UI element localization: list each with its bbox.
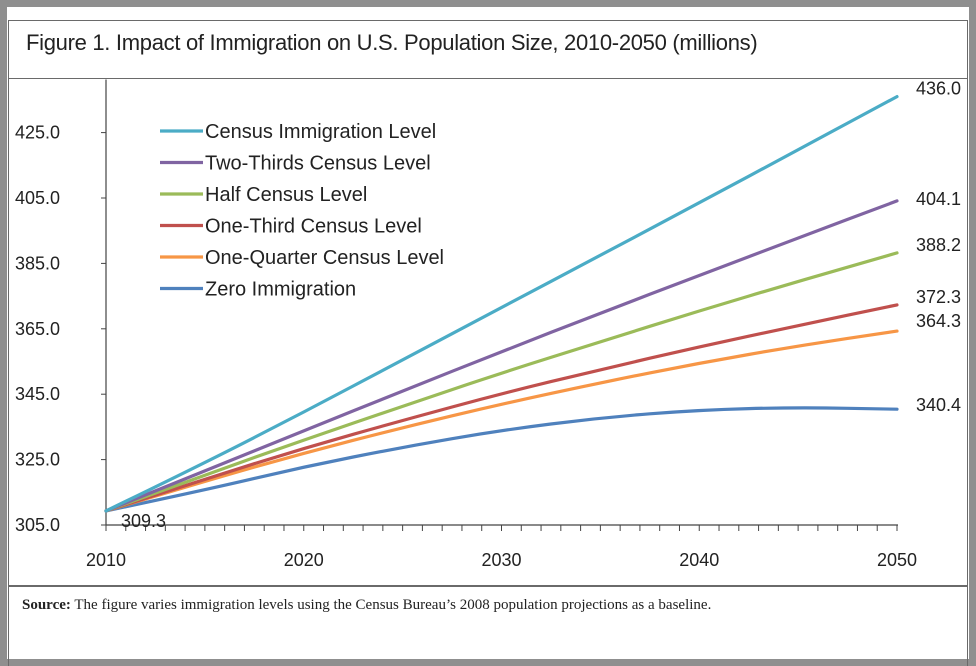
x-tick-label: 2010: [86, 550, 126, 570]
y-tick-label: 365.0: [15, 319, 60, 339]
y-tick-label: 385.0: [15, 253, 60, 273]
end-value-label: 340.4: [916, 395, 961, 415]
divider: [8, 586, 968, 587]
series-line-0: [104, 95, 899, 513]
legend-label: Zero Immigration: [205, 279, 356, 301]
end-value-label: 436.0: [916, 79, 961, 99]
series-line-1: [104, 199, 899, 513]
divider: [8, 586, 9, 666]
x-tick-label: 2020: [284, 550, 324, 570]
y-tick-label: 305.0: [15, 515, 60, 535]
series-line-4: [104, 329, 899, 513]
start-value-label: 309.3: [121, 511, 166, 531]
chart-title: Figure 1. Impact of Immigration on U.S. …: [26, 30, 758, 55]
x-tick-label: 2040: [679, 550, 719, 570]
x-tick-label: 2050: [877, 550, 917, 570]
end-value-label: 372.3: [916, 287, 961, 307]
y-tick-label: 405.0: [15, 188, 60, 208]
source-note: Source: The figure varies immigration le…: [22, 597, 711, 614]
legend-label: One-Quarter Census Level: [205, 247, 444, 269]
y-tick-label: 345.0: [15, 384, 60, 404]
x-tick-label: 2030: [481, 550, 521, 570]
end-value-label: 388.2: [916, 235, 961, 255]
y-tick-label: 425.0: [15, 123, 60, 143]
series-line-2: [104, 251, 899, 513]
legend-label: Two-Thirds Census Level: [205, 153, 431, 175]
end-value-label: 364.3: [916, 311, 961, 331]
series-line-5: [104, 406, 899, 513]
series-line-3: [104, 303, 899, 513]
legend-label: Census Immigration Level: [205, 121, 436, 143]
y-tick-label: 325.0: [15, 450, 60, 470]
divider: [967, 586, 968, 666]
legend-label: One-Third Census Level: [205, 216, 422, 238]
legend-label: Half Census Level: [205, 184, 367, 206]
source-text: The figure varies immigration levels usi…: [74, 597, 712, 613]
plot-area: 305.0 325.0 345.0 365.0 385.0 405.0 425.0 2010 2…: [9, 78, 967, 586]
line-chart: 305.0 325.0 345.0 365.0 385.0 405.0 425.0 2010 2…: [15, 79, 961, 570]
end-value-label: 404.1: [916, 189, 961, 209]
source-label: Source:: [22, 597, 71, 613]
